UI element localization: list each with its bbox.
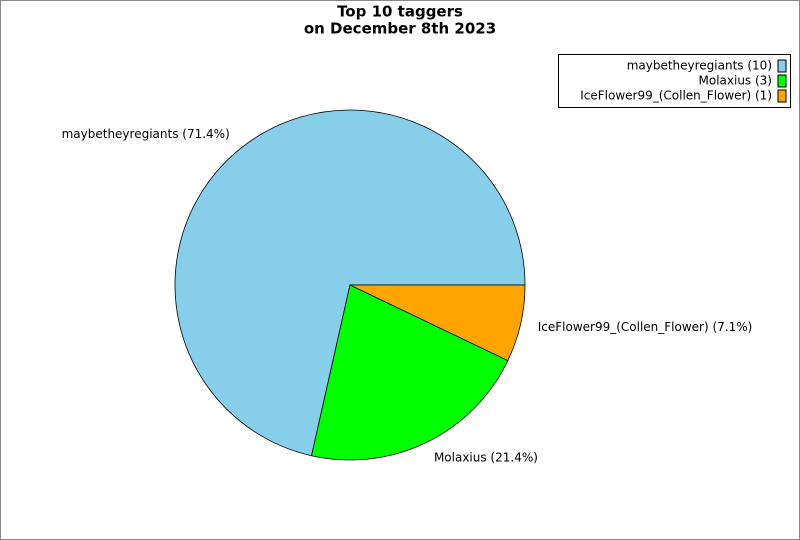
pie-slice bbox=[174, 109, 526, 457]
chart-subtitle: on December 8th 2023 bbox=[304, 20, 496, 38]
legend-swatch bbox=[777, 59, 787, 73]
legend-box bbox=[558, 54, 791, 108]
legend-label: maybetheyregiants (10) bbox=[627, 59, 772, 73]
slice-label: maybetheyregiants (71.4%) bbox=[62, 127, 230, 141]
slice-label: IceFlower99_(Collen_Flower) (7.1%) bbox=[538, 320, 753, 334]
chart-title: Top 10 taggers bbox=[337, 3, 463, 21]
legend-label: Molaxius (3) bbox=[699, 74, 773, 88]
slice-label: Molaxius (21.4%) bbox=[434, 451, 538, 465]
legend-label: IceFlower99_(Collen_Flower) (1) bbox=[580, 89, 772, 103]
pie-slice bbox=[311, 284, 509, 461]
pie-slice bbox=[349, 284, 526, 362]
legend-swatch bbox=[777, 74, 787, 88]
legend-swatch bbox=[777, 89, 787, 103]
